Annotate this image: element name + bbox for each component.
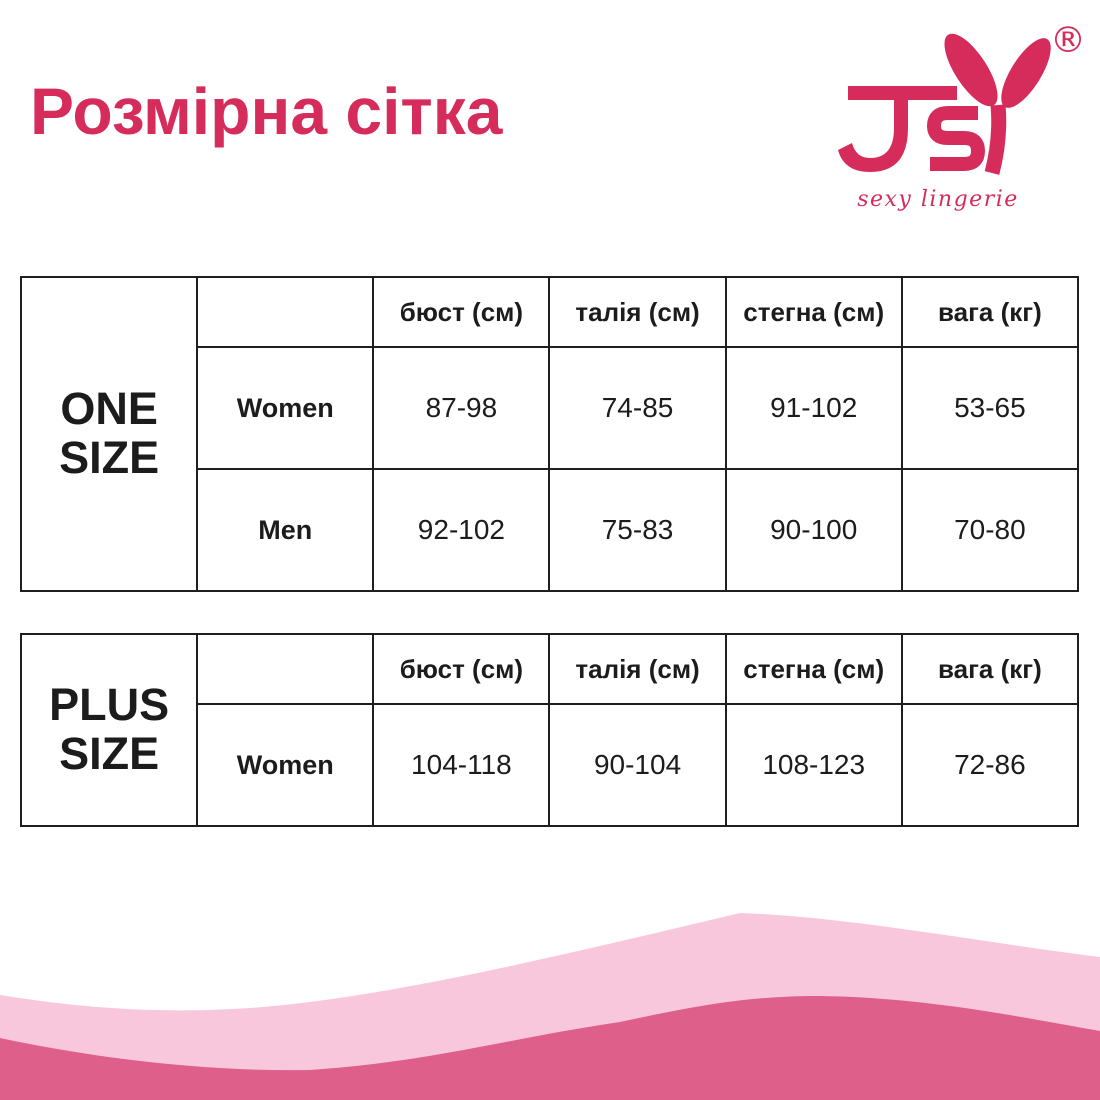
column-header-bust: бюст (см) <box>372 276 551 348</box>
size-value-waist: 74-85 <box>548 346 727 470</box>
size-value-bust: 104-118 <box>372 703 551 827</box>
row-label-women: Women <box>196 703 375 827</box>
table-row-women: Women 104-118 90-104 108-123 72-86 <box>21 703 1080 827</box>
logo-bunny-ear-left-icon <box>944 33 998 107</box>
jsy-logo-mark <box>838 33 1051 175</box>
page-title: Розмірна сітка <box>30 74 503 148</box>
size-group-label-text: ONE SIZE <box>59 383 160 483</box>
column-header-bust: бюст (см) <box>372 633 551 705</box>
size-value-waist: 90-104 <box>548 703 727 827</box>
plus-size-table: PLUS SIZE бюст (см) талія (см) стегна (с… <box>19 633 1080 827</box>
logo-letter-j <box>838 86 957 172</box>
size-value-bust: 87-98 <box>372 346 551 470</box>
column-header-waist: талія (см) <box>548 276 727 348</box>
size-group-label-text: PLUS SIZE <box>49 679 170 779</box>
row-label-men: Men <box>196 468 375 592</box>
table-row-women: Women 87-98 74-85 91-102 53-65 <box>21 346 1080 470</box>
size-value-weight: 70-80 <box>900 468 1080 592</box>
header-row: ONE SIZE бюст (см) талія (см) стегна (см… <box>19 276 1080 592</box>
size-value-hips: 90-100 <box>724 468 903 592</box>
logo-bunny-ear-right-icon <box>1001 38 1051 108</box>
table-row-men: Men 92-102 75-83 90-100 70-80 <box>21 468 1080 592</box>
size-value-bust: 92-102 <box>372 468 551 592</box>
registered-trademark-icon: ® <box>1050 20 1086 61</box>
column-header-hips: стегна (см) <box>724 276 903 348</box>
size-group-label-one-size: ONE SIZE <box>19 276 199 592</box>
header-row: PLUS SIZE бюст (см) талія (см) стегна (с… <box>19 633 1080 827</box>
size-group-label-plus-size: PLUS SIZE <box>19 633 199 827</box>
column-header-waist: талія (см) <box>548 633 727 705</box>
jsy-logo: ® sexy lingerie <box>838 20 1086 212</box>
column-header-hips: стегна (см) <box>724 633 903 705</box>
logo-letter-s <box>926 106 986 171</box>
logo-tagline: sexy lingerie <box>857 187 1019 212</box>
wave-decoration <box>0 913 1100 1100</box>
column-header-weight: вага (кг) <box>900 276 1080 348</box>
empty-header-cell <box>196 633 375 705</box>
column-header-weight: вага (кг) <box>900 633 1080 705</box>
size-value-weight: 72-86 <box>900 703 1080 827</box>
size-value-waist: 75-83 <box>548 468 727 592</box>
wave-dark <box>0 996 1100 1100</box>
size-value-weight: 53-65 <box>900 346 1080 470</box>
size-value-hips: 108-123 <box>724 703 903 827</box>
size-value-hips: 91-102 <box>724 346 903 470</box>
row-label-women: Women <box>196 346 375 470</box>
empty-header-cell <box>196 276 375 348</box>
one-size-table: ONE SIZE бюст (см) талія (см) стегна (см… <box>19 276 1080 592</box>
logo-letter-y-stem <box>984 104 1007 175</box>
